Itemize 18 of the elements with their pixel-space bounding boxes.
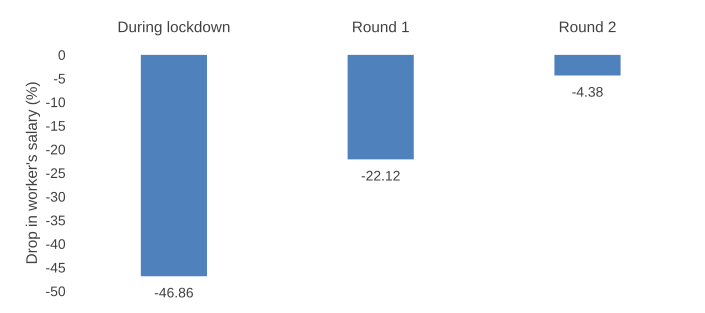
x-tick-label: Round 2 <box>560 21 616 32</box>
y-tick-label: -50 <box>46 286 66 296</box>
y-axis-title: Drop in worker's salary (%) <box>26 82 40 264</box>
y-tick-label: -20 <box>46 144 66 154</box>
y-tick-label: -25 <box>46 168 66 178</box>
y-tick-label: -30 <box>46 192 66 202</box>
y-tick-label: -40 <box>46 239 66 249</box>
y-tick-label: -15 <box>46 121 66 131</box>
data-label: -22.12 <box>362 170 400 180</box>
y-tick-label: -10 <box>46 97 66 108</box>
data-label: -4.38 <box>572 86 603 97</box>
y-tick-label: -45 <box>46 262 66 273</box>
y-tick-label: -35 <box>46 216 66 226</box>
x-tick-label: During lockdown <box>118 21 230 36</box>
y-tick-label: -5 <box>54 74 66 84</box>
x-tick-label: Round 1 <box>353 21 409 32</box>
data-label: -46.86 <box>154 288 193 298</box>
y-tick-label: 0 <box>58 50 66 60</box>
